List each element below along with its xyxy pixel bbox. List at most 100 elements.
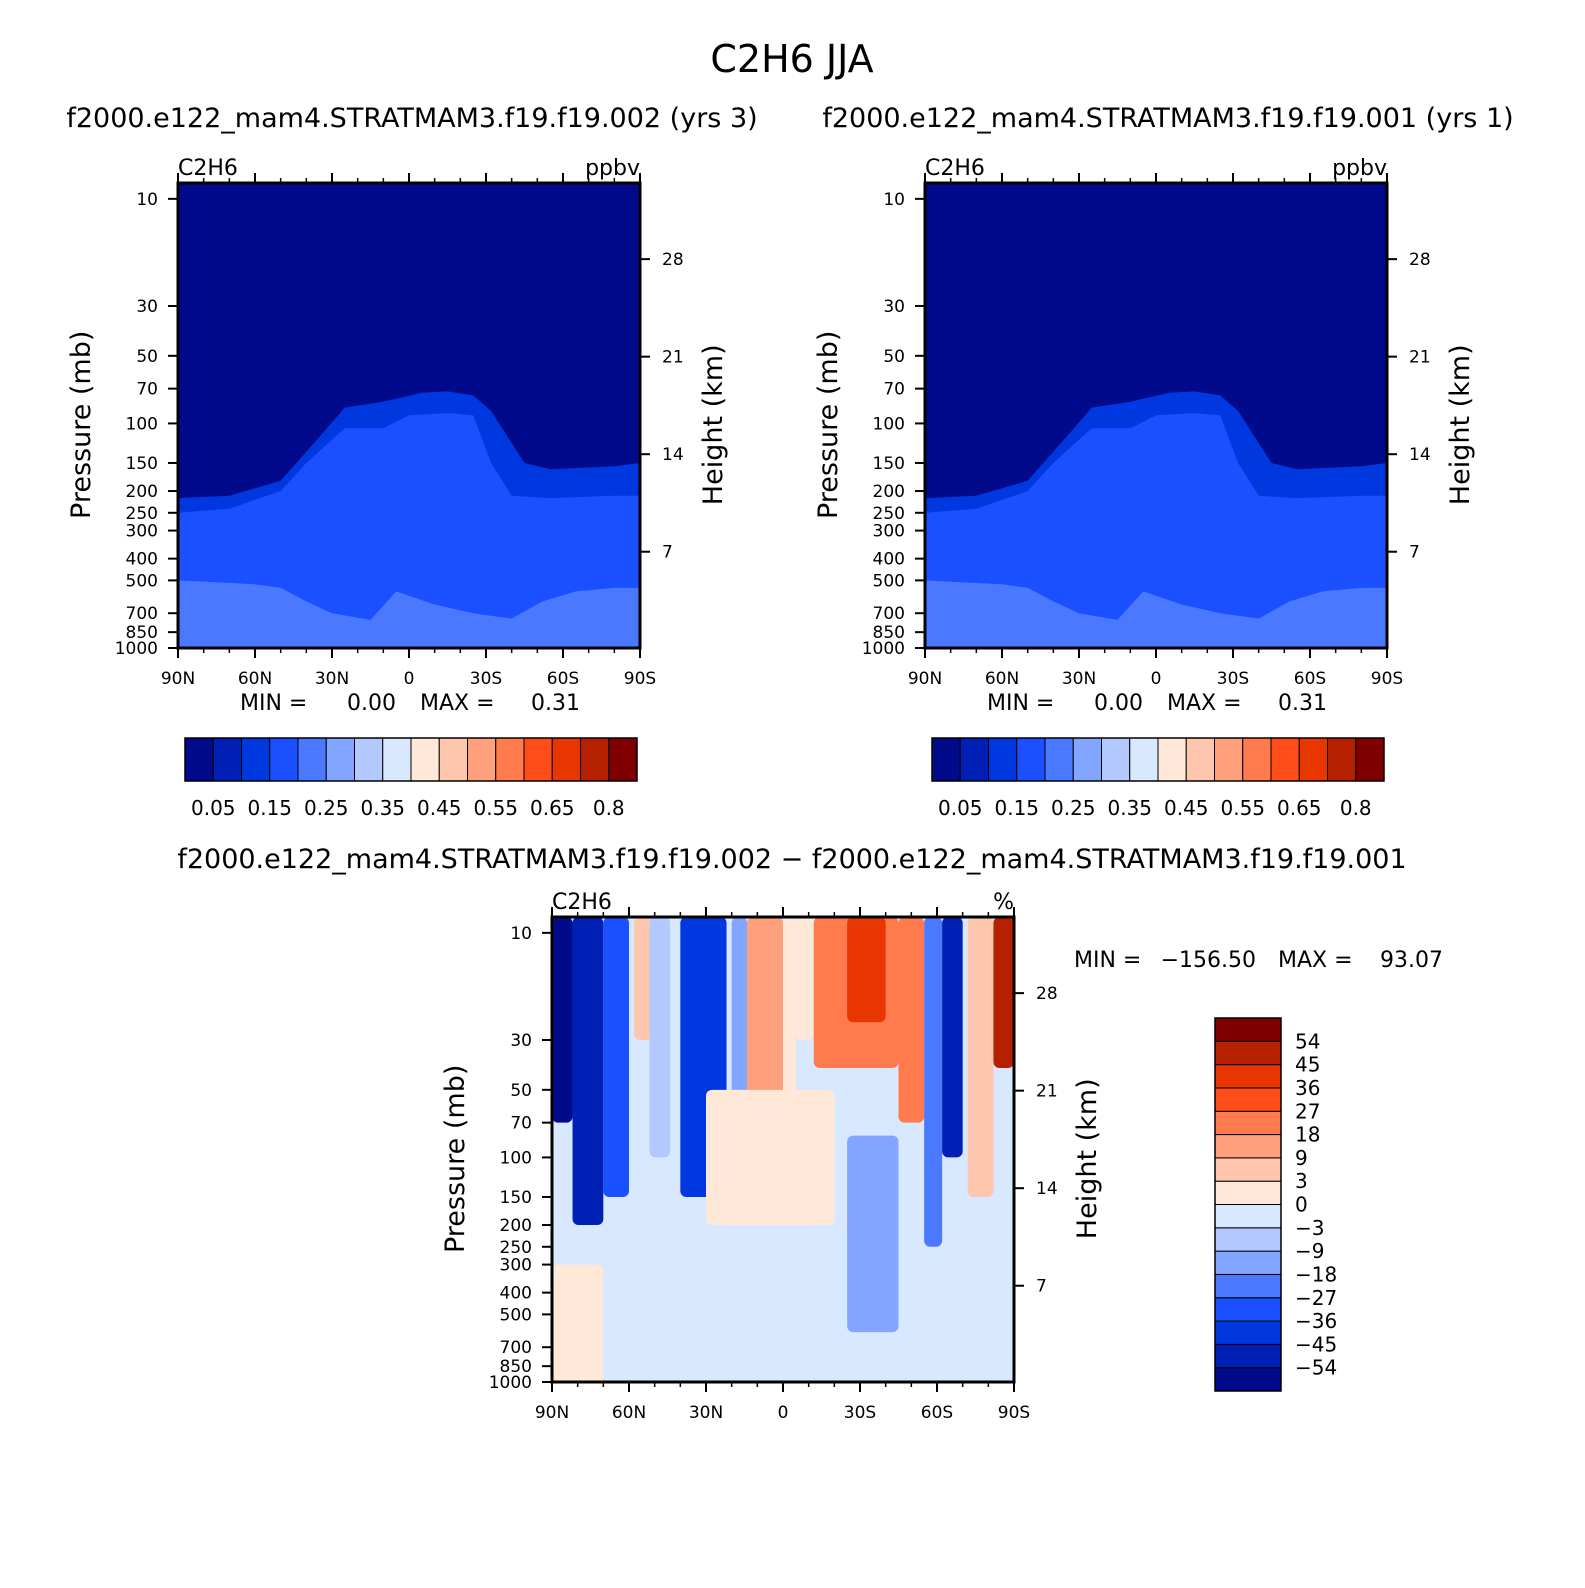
- diff-xtick-label: 0: [778, 1403, 789, 1423]
- cb2-frame: [931, 737, 1385, 782]
- panel1-contour-region: [178, 580, 640, 648]
- cb1-swatch: [212, 737, 242, 782]
- cbd-label: −3: [1295, 1216, 1324, 1240]
- cbd-label: −45: [1295, 1332, 1337, 1356]
- cb2-swatch: [1214, 737, 1244, 782]
- diff-max-value: 93.07: [1380, 948, 1443, 973]
- cb1-swatch: [495, 737, 525, 782]
- diff-xtick-label: 60S: [921, 1403, 953, 1423]
- cb2-label: 0.15: [994, 796, 1039, 820]
- panel2-ptick-label: 70: [883, 380, 905, 400]
- cb1-swatch: [523, 737, 553, 782]
- diff-ptick-label: 150: [500, 1188, 532, 1208]
- diff-htick-label: 28: [1036, 984, 1058, 1004]
- diff-ptick-label: 30: [510, 1031, 532, 1051]
- diff-panel-title: f2000.e122_mam4.STRATMAM3.f19.f19.002 − …: [177, 844, 1406, 875]
- cb1-label: 0.55: [473, 796, 518, 820]
- panel1-min-value: 0.00: [347, 691, 396, 716]
- diff-ptick-label: 300: [500, 1256, 532, 1276]
- panel2-units-label: ppbv: [1332, 156, 1387, 181]
- right-colorbar: 0.05 0.15 0.25 0.35 0.45 0.55 0.65 0.8: [931, 737, 1385, 820]
- panel1-xtick-label: 30N: [315, 669, 349, 689]
- panel1-ptick-label: 500: [126, 571, 158, 591]
- cbd-label: 36: [1295, 1076, 1320, 1100]
- cb1-swatch: [551, 737, 581, 782]
- panel1-ptick-label: 30: [136, 297, 158, 317]
- panel1-field-label: C2H6: [178, 156, 238, 181]
- diff-htick-label: 21: [1036, 1082, 1058, 1102]
- diff-ptick-label: 200: [500, 1216, 532, 1236]
- diff-field-label: C2H6: [552, 890, 612, 915]
- diff-contour-region: [649, 917, 671, 1158]
- cb1-swatch: [354, 737, 384, 782]
- diff-xtick-label: 30S: [844, 1403, 876, 1423]
- panel2-ptick-label: 250: [873, 504, 905, 524]
- cbd-swatch: [1214, 1273, 1282, 1299]
- panel1-contour-region: [178, 413, 640, 648]
- diff-contour-region: [552, 917, 573, 1123]
- panel2-htick-label: 21: [1409, 348, 1431, 368]
- cb2-swatch: [959, 737, 989, 782]
- panel2-ptick-label: 30: [883, 297, 905, 317]
- cb2-swatch: [1129, 737, 1159, 782]
- cbd-swatch: [1214, 1110, 1282, 1136]
- panel1-ylabel: Pressure (mb): [66, 331, 97, 519]
- panel2-xtick-label: 30N: [1062, 669, 1096, 689]
- panel1-xtick-label: 60S: [547, 669, 579, 689]
- cb2-swatch: [988, 737, 1018, 782]
- cb1-label: 0.25: [304, 796, 349, 820]
- panel1-htick-label: 7: [662, 543, 673, 563]
- diff-htick-label: 7: [1036, 1277, 1047, 1297]
- panel2-ylabel: Pressure (mb): [813, 331, 844, 519]
- cb1-swatch: [438, 737, 468, 782]
- panel1-xtick-label: 60N: [238, 669, 272, 689]
- diff-xtick-label: 30N: [689, 1403, 723, 1423]
- panel2-ylabel-right: Height (km): [1445, 344, 1476, 505]
- cbd-label: 18: [1295, 1123, 1320, 1147]
- panel2-max-value: 0.31: [1278, 691, 1327, 716]
- panel2-xtick-label: 90N: [908, 669, 942, 689]
- cb2-swatch: [1157, 737, 1187, 782]
- panel2-ptick-label: 50: [883, 347, 905, 367]
- diff-min-label: MIN =: [1074, 948, 1141, 973]
- cbd-swatch: [1214, 1320, 1282, 1345]
- cbd-label: 45: [1295, 1053, 1320, 1077]
- panel1-ptick-label: 250: [126, 504, 158, 524]
- cb2-swatch: [1072, 737, 1102, 782]
- cb1-swatch: [325, 737, 355, 782]
- cbd-swatch: [1214, 1180, 1282, 1205]
- diff-ptick-label: 700: [500, 1338, 532, 1358]
- panel1-ptick-label: 70: [136, 380, 158, 400]
- cb2-label: 0.55: [1220, 796, 1265, 820]
- cb1-label: 0.65: [530, 796, 575, 820]
- cb2-swatch: [1044, 737, 1074, 782]
- cbd-swatch: [1214, 1157, 1282, 1182]
- cb2-label: 0.05: [938, 796, 983, 820]
- cb2-label: 0.65: [1277, 796, 1322, 820]
- diff-ylabel: Pressure (mb): [440, 1065, 471, 1253]
- cbd-swatch: [1214, 1204, 1282, 1229]
- panel1-frame-top: [176, 181, 642, 650]
- diff-xtick-label: 90S: [998, 1403, 1030, 1423]
- panel2-ptick-label: 1000: [862, 639, 905, 659]
- diff-contour-region: [967, 917, 994, 1197]
- difference-panel: 1030507010015020025030040050070085010002…: [440, 890, 1443, 1423]
- panel1-ptick-label: 200: [126, 482, 158, 502]
- panel2-max-label: MAX =: [1167, 691, 1242, 716]
- cbd-swatch: [1214, 1227, 1282, 1252]
- panel1-xtick-label: 90S: [624, 669, 656, 689]
- cb1-swatch: [184, 737, 214, 782]
- diff-ptick-label: 70: [510, 1114, 532, 1134]
- cbd-swatch: [1214, 1367, 1282, 1392]
- cbd-label: 54: [1295, 1029, 1320, 1053]
- cbd-swatch: [1214, 1250, 1282, 1275]
- cb1-label: 0.45: [417, 796, 462, 820]
- panel1-units-label: ppbv: [585, 156, 640, 181]
- cb2-swatch: [931, 737, 961, 782]
- left-panel: 1030507010015020025030040050070085010002…: [66, 156, 729, 716]
- left-panel-title: f2000.e122_mam4.STRATMAM3.f19.f19.002 (y…: [66, 103, 757, 134]
- diff-contour-region: [924, 917, 943, 1247]
- panel2-xtick-label: 60N: [985, 669, 1019, 689]
- panel1-xtick-label: 90N: [161, 669, 195, 689]
